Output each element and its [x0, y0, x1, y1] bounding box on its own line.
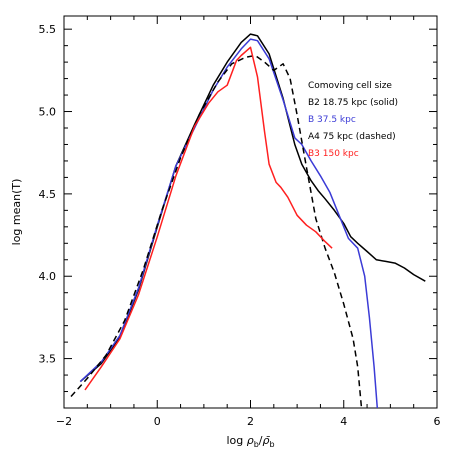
- y-tick-label: 5.5: [39, 23, 57, 36]
- series-line-3: [70, 54, 363, 408]
- series-line-2: [79, 38, 379, 408]
- legend-entry-3: A4 75 kpc (dashed): [308, 132, 396, 142]
- x-axis-label: log ρb/ρ̄b: [226, 434, 274, 449]
- x-tick-label: 6: [434, 415, 441, 428]
- x-tick-label: 2: [247, 415, 254, 428]
- y-tick-label: 5.0: [39, 106, 57, 119]
- legend-entry-1: B2 18.75 kpc (solid): [308, 98, 398, 108]
- legend-entry-4: B3 150 kpc: [308, 149, 359, 159]
- x-tick-label: −2: [56, 415, 72, 428]
- tick-labels: −2 0 2 4 6 3.5 4.0 4.5 5.0 5.5: [39, 23, 441, 428]
- x-tick-label: 0: [154, 415, 161, 428]
- series-lines: [70, 33, 426, 408]
- legend: Comoving cell size B2 18.75 kpc (solid) B …: [308, 81, 398, 159]
- legend-title: Comoving cell size: [308, 81, 392, 91]
- y-tick-label: 4.5: [39, 188, 57, 201]
- legend-entry-2: B 37.5 kpc: [308, 115, 356, 125]
- y-axis-label: log mean(T): [10, 179, 23, 246]
- x-tick-label: 4: [340, 415, 347, 428]
- y-tick-label: 4.0: [39, 270, 57, 283]
- plot-frame: [63, 15, 438, 409]
- series-line-4: [84, 46, 333, 391]
- x-axis-label-prefix: log: [226, 434, 246, 447]
- y-tick-label: 3.5: [39, 353, 57, 366]
- axes-frame: [63, 15, 438, 409]
- tick-marks: [63, 16, 438, 408]
